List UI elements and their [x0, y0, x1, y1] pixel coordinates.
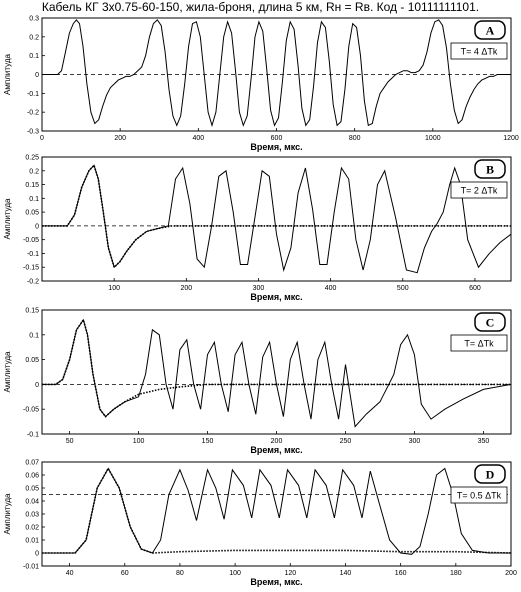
panel-badge — [474, 159, 506, 179]
y-tick-label: -0.1 — [27, 251, 39, 258]
annotation-box — [450, 334, 508, 352]
x-tick-label: 140 — [340, 570, 352, 577]
page-title: Кабель КГ 3x0.75-60-150, жила-броня, дли… — [41, 0, 480, 14]
x-tick-label: 0 — [40, 135, 44, 142]
y-tick-label: 0.07 — [25, 460, 39, 467]
x-tick-label: 600 — [271, 135, 283, 142]
series-line-dotted — [42, 318, 511, 418]
x-tick-label: 600 — [469, 285, 481, 292]
x-tick-label: 200 — [180, 285, 192, 292]
annotation-label: T= 0.5 ΔTk — [457, 491, 502, 501]
series-line-solid — [42, 164, 512, 274]
y-tick-label: -0.3 — [27, 129, 39, 136]
y-tick-label: 0.06 — [25, 473, 39, 480]
annotation-box — [450, 486, 508, 504]
y-tick-label: 0.03 — [25, 512, 39, 519]
chart-panel-b: 100 200 300 400 500 600 -0.2 -0.15 -0.1 -0.05 0 0.0… — [3, 155, 512, 302]
y-tick-label: 0.01 — [25, 538, 39, 545]
panel-badge-letter: B — [486, 163, 494, 177]
y-tick-label: 0.15 — [25, 182, 39, 189]
annotation-box — [450, 181, 508, 199]
y-tick-label: -0.01 — [23, 564, 39, 571]
panel-badge-letter: D — [486, 468, 495, 482]
y-axis-label: Амплитуда — [3, 493, 12, 534]
panel-badge-letter: A — [486, 24, 495, 38]
panel-badge — [474, 20, 506, 40]
x-tick-label: 200 — [505, 570, 517, 577]
plot-frame — [41, 156, 512, 282]
annotation-box — [450, 42, 508, 60]
x-tick-label: 150 — [202, 438, 214, 445]
y-tick-label: 0.2 — [29, 168, 39, 175]
x-tick-label: 120 — [284, 570, 296, 577]
annotation-label: T= ΔTk — [464, 339, 494, 349]
y-tick-label: 0 — [35, 551, 39, 558]
y-tick-label: -0.1 — [27, 91, 39, 98]
y-tick-label: 0.05 — [25, 486, 39, 493]
y-tick-label: 0.02 — [25, 525, 39, 532]
panel-badge-letter: C — [486, 316, 495, 330]
y-tick-label: 0.1 — [29, 332, 39, 339]
x-tick-label: 300 — [253, 285, 265, 292]
y-tick-label: -0.2 — [27, 279, 39, 286]
series-line-dotted — [42, 466, 512, 554]
panel-badge — [474, 312, 506, 332]
x-tick-label: 400 — [325, 285, 337, 292]
y-axis-label: Амплитуда — [3, 54, 12, 95]
y-tick-label: 0.05 — [25, 357, 39, 364]
y-tick-label: 0.1 — [29, 196, 39, 203]
x-tick-label: 800 — [349, 135, 361, 142]
x-tick-label: 200 — [271, 438, 283, 445]
x-tick-label: 50 — [66, 438, 74, 445]
series-line-solid — [42, 19, 511, 128]
y-tick-label: 0 — [35, 382, 39, 389]
series-line-solid — [42, 318, 512, 428]
y-tick-label: -0.05 — [23, 407, 39, 414]
y-tick-label: 0.3 — [29, 16, 39, 23]
annotation-label: T= 4 ΔTk — [461, 47, 498, 57]
x-tick-label: 300 — [409, 438, 421, 445]
chart-panel-c: 50 100 150 200 250 300 350 -0.1 -0.05 0 0.05 0.1 0.1… — [3, 308, 512, 455]
chart-panel-a: 0 200 400 600 800 1000 1200 -0.3 -0.2 -0.1 0 0.1 0.2… — [3, 16, 519, 153]
x-tick-label: 100 — [133, 438, 145, 445]
x-tick-label: 200 — [114, 135, 126, 142]
x-tick-label: 180 — [450, 570, 462, 577]
x-tick-label: 80 — [176, 570, 184, 577]
x-tick-label: 40 — [66, 570, 74, 577]
y-tick-label: -0.2 — [27, 110, 39, 117]
y-tick-label: 0.05 — [25, 210, 39, 217]
x-tick-label: 500 — [397, 285, 409, 292]
y-tick-label: 0.15 — [25, 308, 39, 315]
x-tick-label: 1000 — [425, 135, 441, 142]
x-axis-label: Время, мкс. — [250, 577, 302, 587]
y-axis-label: Амплитуда — [3, 351, 12, 392]
panel-badge — [474, 464, 506, 484]
x-axis-label: Время, мкс. — [250, 445, 302, 455]
y-tick-label: 0 — [35, 223, 39, 230]
x-tick-label: 160 — [395, 570, 407, 577]
series-line-solid — [42, 467, 511, 555]
x-tick-label: 400 — [192, 135, 204, 142]
plot-frame — [41, 309, 512, 435]
y-tick-label: 0.04 — [25, 499, 39, 506]
x-tick-label: 350 — [478, 438, 490, 445]
y-tick-label: 0.25 — [25, 155, 39, 162]
y-axis-label: Амплитуда — [3, 198, 12, 239]
y-tick-label: 0.1 — [29, 53, 39, 60]
y-tick-label: -0.05 — [23, 237, 39, 244]
x-tick-label: 100 — [108, 285, 120, 292]
x-tick-label: 60 — [121, 570, 129, 577]
y-tick-label: 0 — [35, 72, 39, 79]
x-axis-label: Время, мкс. — [250, 292, 302, 302]
x-tick-label: 100 — [229, 570, 241, 577]
x-tick-label: 250 — [340, 438, 352, 445]
x-axis-label: Время, мкс. — [250, 142, 302, 152]
annotation-label: T= 2 ΔTk — [461, 186, 498, 196]
y-tick-label: 0.2 — [29, 34, 39, 41]
chart-panel-d: 40 60 80 100 120 140 160 180 200 -0.01 0 0.01 0.02 0.… — [3, 460, 517, 588]
y-tick-label: -0.1 — [27, 432, 39, 439]
x-tick-label: 1200 — [503, 135, 519, 142]
y-tick-label: -0.15 — [23, 265, 39, 272]
